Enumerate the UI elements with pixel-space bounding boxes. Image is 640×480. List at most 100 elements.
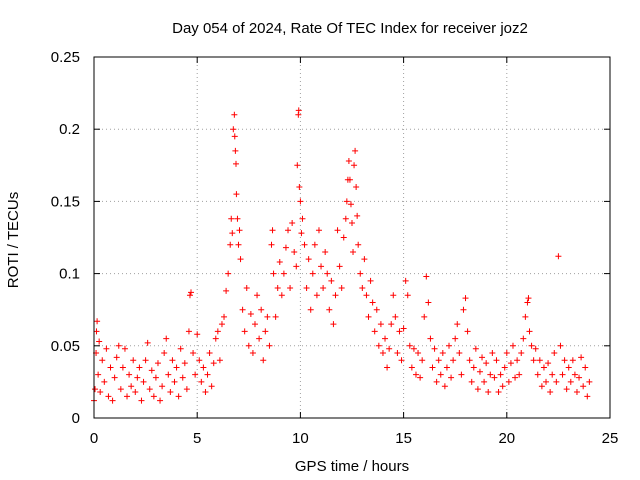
data-point <box>124 393 131 400</box>
data-point <box>375 342 382 349</box>
data-point <box>551 350 558 357</box>
data-points <box>91 107 593 404</box>
data-point <box>567 378 574 385</box>
plot-area-frame <box>93 56 611 419</box>
data-point <box>204 371 211 378</box>
data-point <box>234 215 241 222</box>
data-point <box>330 321 337 328</box>
data-point <box>159 383 166 390</box>
data-point <box>239 306 246 313</box>
data-point <box>435 357 442 364</box>
data-point <box>573 389 580 396</box>
data-point <box>231 133 238 140</box>
data-point <box>150 393 157 400</box>
data-point <box>165 371 172 378</box>
data-point <box>218 321 225 328</box>
data-point <box>295 107 302 114</box>
x-tick-label: 10 <box>292 430 309 447</box>
data-point <box>584 393 591 400</box>
data-point <box>582 364 589 371</box>
data-point <box>227 241 234 248</box>
data-point <box>305 256 312 263</box>
data-point <box>561 357 568 364</box>
data-point <box>294 162 301 169</box>
data-point <box>233 160 240 167</box>
data-point <box>355 241 362 248</box>
data-point <box>260 357 267 364</box>
data-point <box>269 227 276 234</box>
data-point <box>185 328 192 335</box>
data-point <box>251 321 258 328</box>
data-point <box>282 244 289 251</box>
data-point <box>553 378 560 385</box>
data-point <box>443 364 450 371</box>
data-point <box>433 378 440 385</box>
data-point <box>549 371 556 378</box>
data-point <box>103 345 110 352</box>
data-point <box>270 270 277 277</box>
data-point <box>307 306 314 313</box>
data-point <box>412 371 419 378</box>
data-point <box>363 292 370 299</box>
data-point <box>536 357 543 364</box>
data-point <box>505 378 512 385</box>
data-point <box>390 292 397 299</box>
data-point <box>452 335 459 342</box>
data-point <box>481 378 488 385</box>
data-point <box>291 248 298 255</box>
data-point <box>365 313 372 320</box>
data-point <box>198 378 205 385</box>
data-point <box>406 342 413 349</box>
data-point <box>309 270 316 277</box>
data-point <box>298 230 305 237</box>
data-point <box>94 318 101 325</box>
data-point <box>212 335 219 342</box>
data-point <box>285 227 292 234</box>
data-point <box>136 364 143 371</box>
data-point <box>318 263 325 270</box>
data-point <box>512 374 519 381</box>
data-point <box>398 357 405 364</box>
data-point <box>230 126 237 133</box>
data-point <box>392 313 399 320</box>
data-point <box>489 350 496 357</box>
data-point <box>188 289 195 296</box>
data-point <box>126 371 133 378</box>
data-point <box>400 325 407 332</box>
data-point <box>382 335 389 342</box>
data-point <box>528 342 535 349</box>
data-point <box>296 183 303 190</box>
data-point <box>497 371 504 378</box>
data-point <box>417 374 424 381</box>
data-point <box>173 364 180 371</box>
y-tick-label: 0.25 <box>51 49 80 66</box>
data-point <box>483 360 490 367</box>
data-point <box>233 191 240 198</box>
x-tick-label: 25 <box>602 430 619 447</box>
data-point <box>241 328 248 335</box>
data-point <box>140 378 147 385</box>
data-point <box>384 364 391 371</box>
data-point <box>571 371 578 378</box>
data-point <box>336 263 343 270</box>
data-point <box>99 357 106 364</box>
data-point <box>353 183 360 190</box>
data-point <box>456 350 463 357</box>
data-point <box>367 277 374 284</box>
data-point <box>520 335 527 342</box>
data-point <box>472 345 479 352</box>
data-point <box>454 321 461 328</box>
data-point <box>522 313 529 320</box>
data-point <box>107 364 114 371</box>
data-point <box>221 313 228 320</box>
grid <box>94 57 610 418</box>
data-point <box>311 241 318 248</box>
data-point <box>92 386 99 393</box>
x-tick-label: 20 <box>498 430 515 447</box>
data-point <box>231 111 238 118</box>
data-point <box>437 371 444 378</box>
data-point <box>507 360 514 367</box>
data-point <box>256 335 263 342</box>
data-point <box>352 147 359 154</box>
